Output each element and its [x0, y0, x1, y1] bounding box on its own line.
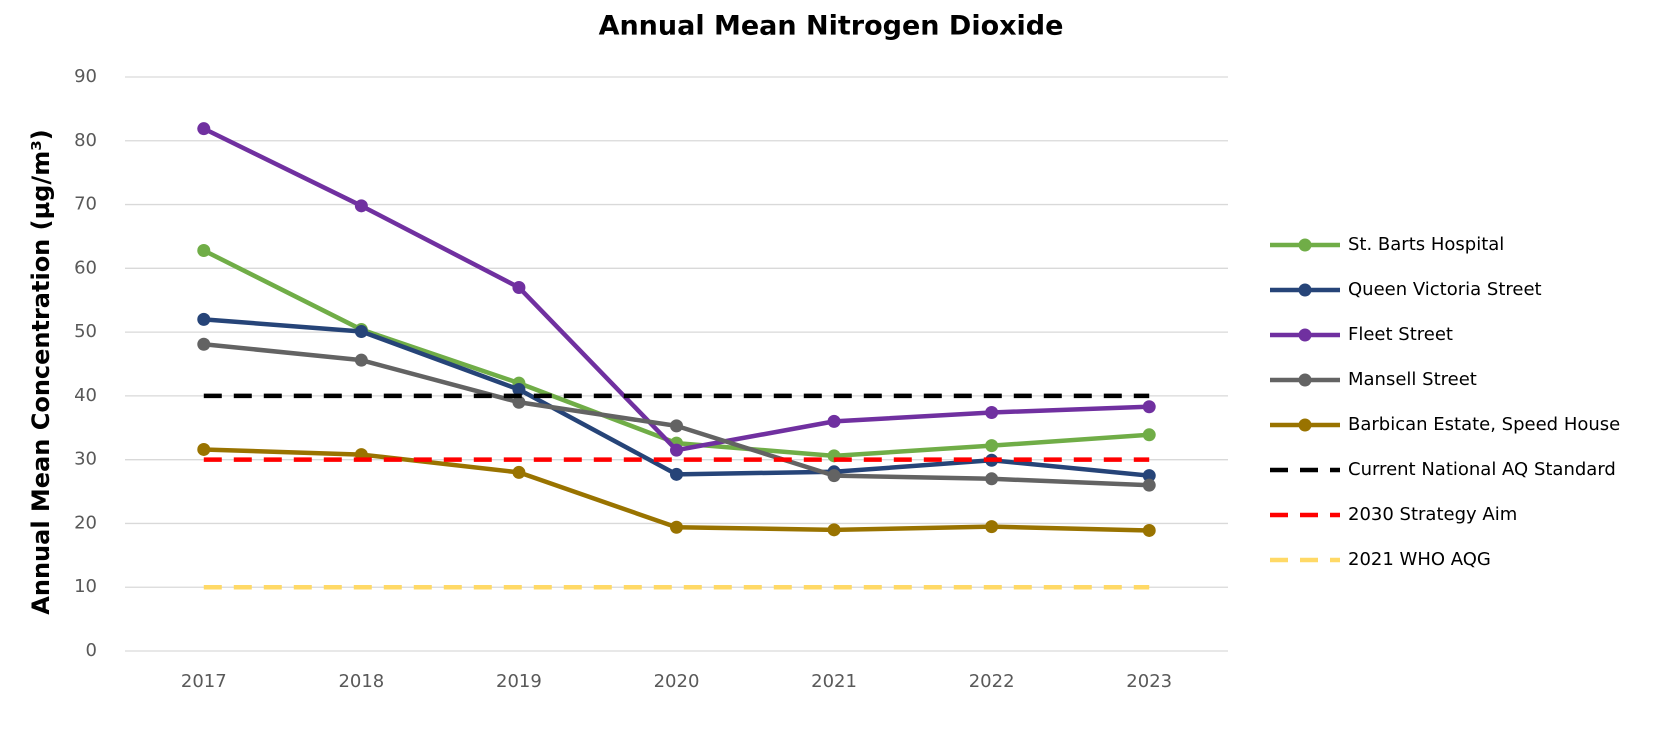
y-tick-label: 10	[74, 576, 97, 597]
y-tick-label: 80	[74, 130, 97, 151]
data-point	[827, 523, 841, 537]
legend-label: Current National AQ Standard	[1348, 459, 1616, 480]
data-point	[670, 419, 683, 433]
x-tick-label: 2021	[811, 671, 857, 692]
legend-marker	[1298, 283, 1312, 297]
chart-title: Annual Mean Nitrogen Dioxide	[599, 11, 1064, 42]
data-point	[985, 472, 999, 486]
legend-label: Mansell Street	[1348, 369, 1477, 390]
legend-marker	[1298, 328, 1312, 342]
legend-marker	[1298, 238, 1312, 252]
y-tick-label: 0	[86, 640, 97, 661]
legend-label: 2030 Strategy Aim	[1348, 504, 1517, 525]
y-tick-label: 90	[74, 66, 97, 87]
data-point	[354, 353, 368, 367]
data-point	[1142, 400, 1156, 414]
legend-label: Queen Victoria Street	[1348, 279, 1542, 300]
legend-label: Barbican Estate, Speed House	[1348, 414, 1620, 435]
x-tick-label: 2018	[338, 671, 384, 692]
data-point	[1142, 523, 1156, 537]
data-point	[670, 520, 683, 534]
data-point	[1142, 478, 1156, 492]
y-tick-label: 20	[74, 512, 97, 533]
series-line	[202, 126, 1150, 453]
y-axis-label: Annual Mean Concentration (µg/m³)	[27, 129, 55, 614]
x-tick-label: 2023	[1126, 671, 1172, 692]
x-tick-label: 2022	[969, 671, 1015, 692]
data-point	[1142, 428, 1156, 442]
data-point	[197, 243, 211, 257]
legend-marker	[1298, 418, 1312, 432]
legend-label: Fleet Street	[1348, 324, 1453, 345]
data-point	[985, 520, 999, 534]
data-point	[197, 337, 211, 351]
data-point	[512, 465, 526, 479]
data-point	[670, 467, 683, 481]
y-tick-label: 40	[74, 385, 97, 406]
data-point	[354, 199, 368, 213]
y-tick-label: 70	[74, 194, 97, 215]
y-tick-label: 50	[74, 321, 97, 342]
data-point	[197, 312, 211, 326]
data-point	[354, 324, 368, 338]
data-point	[512, 383, 526, 397]
legend-label: 2021 WHO AQG	[1348, 549, 1491, 570]
y-tick-label: 60	[74, 257, 97, 278]
data-point	[197, 122, 211, 136]
legend-label: St. Barts Hospital	[1348, 234, 1504, 255]
x-tick-label: 2019	[496, 671, 542, 692]
data-point	[512, 395, 526, 409]
data-point	[827, 414, 841, 428]
data-point	[985, 439, 999, 453]
x-tick-label: 2017	[181, 671, 227, 692]
data-point	[827, 469, 841, 483]
data-point	[985, 405, 999, 419]
data-point	[512, 280, 526, 294]
data-point	[1142, 469, 1156, 483]
y-tick-label: 30	[74, 449, 97, 470]
data-point	[670, 443, 683, 457]
legend-marker	[1298, 373, 1312, 387]
data-point	[197, 442, 211, 456]
x-tick-label: 2020	[654, 671, 700, 692]
